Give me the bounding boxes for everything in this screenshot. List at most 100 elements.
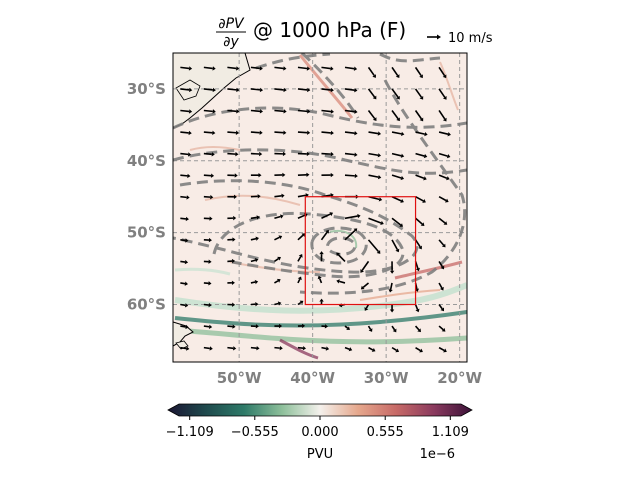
wind-arrow-shaft xyxy=(368,174,379,178)
wind-arrow-shaft xyxy=(344,174,355,177)
wind-arrow-shaft xyxy=(203,88,213,91)
wind-arrow-shaft xyxy=(438,131,449,135)
wind-arrow-shaft xyxy=(321,213,331,220)
wind-arrow-head xyxy=(301,323,306,329)
y-tick-labels: 30°S 40°S 50°S 60°S xyxy=(127,80,166,314)
wind-arrow-shaft xyxy=(273,258,279,263)
wind-arrow-head xyxy=(232,324,236,329)
wind-arrow-shaft xyxy=(250,66,260,70)
wind-arrow-shaft xyxy=(180,88,190,91)
wind-arrow-head xyxy=(276,278,281,283)
wind-arrow-head xyxy=(283,109,287,114)
colorbar-tick-label: 0.000 xyxy=(301,425,338,440)
wind-arrow-shaft xyxy=(321,152,331,155)
wind-arrow-head xyxy=(442,117,447,122)
wind-arrow-head xyxy=(377,131,382,136)
contour-line xyxy=(379,53,441,63)
wind-arrow-shaft xyxy=(391,110,399,120)
wind-arrow-head xyxy=(330,87,334,93)
wind-arrow-shaft xyxy=(368,346,374,351)
wind-arrow-shaft xyxy=(344,229,356,241)
field-streak xyxy=(174,267,231,276)
wind-arrow-head xyxy=(208,281,212,286)
wind-arrow-head xyxy=(371,347,376,352)
wind-arrow-head xyxy=(254,258,259,263)
wind-arrow-shaft xyxy=(391,217,402,226)
wind-arrow-head xyxy=(419,74,423,79)
wind-arrow-shaft xyxy=(203,346,210,350)
wind-arrow-head xyxy=(209,216,213,221)
wind-arrow-shaft xyxy=(415,152,425,157)
field-streak xyxy=(174,310,467,328)
wind-arrow-head xyxy=(208,237,212,243)
wind-arrow-head xyxy=(185,216,189,222)
wind-arrow-shaft xyxy=(438,217,446,224)
wind-arrow-head xyxy=(419,348,423,353)
field-streak xyxy=(359,289,441,301)
y-tick-label: 30°S xyxy=(127,80,166,98)
wind-arrow-head xyxy=(330,172,334,178)
wind-arrow-shaft xyxy=(180,239,186,242)
wind-arrow-head xyxy=(277,256,281,261)
wind-arrow-head xyxy=(254,279,259,285)
wind-arrow-head xyxy=(422,198,426,203)
wind-arrow-head xyxy=(235,151,239,157)
wind-arrow-shaft xyxy=(297,278,301,284)
wind-arrow-head xyxy=(189,87,193,93)
wind-arrow-shaft xyxy=(297,346,304,350)
wind-arrow-head xyxy=(360,285,365,290)
wind-arrow-shaft xyxy=(367,66,375,76)
wind-arrow-shaft xyxy=(438,174,448,179)
wind-arrow-head xyxy=(377,174,382,180)
wind-arrow-shaft xyxy=(415,196,424,202)
wind-arrow-head xyxy=(389,309,395,313)
highlight-box xyxy=(304,196,417,306)
wind-arrow-shaft xyxy=(321,131,331,134)
wind-arrow-shaft xyxy=(414,110,423,120)
wind-arrow-head xyxy=(283,130,287,135)
wind-arrow-shaft xyxy=(438,260,444,268)
wind-arrow-head xyxy=(330,151,334,157)
wind-arrow-head xyxy=(415,308,420,313)
wind-arrow-shaft xyxy=(250,88,261,91)
y-tick-label: 50°S xyxy=(127,224,166,242)
field-streak xyxy=(189,146,241,151)
wind-arrow-shaft xyxy=(321,109,332,113)
wind-arrow-shaft xyxy=(344,88,355,91)
wind-arrow-shaft xyxy=(414,66,422,77)
wind-arrow-head xyxy=(441,243,446,248)
contour-line xyxy=(299,79,467,295)
wind-arrow-shaft xyxy=(250,216,257,220)
wind-arrow-shaft xyxy=(391,66,399,76)
wind-arrow-shaft xyxy=(339,280,346,284)
wind-arrow-shaft xyxy=(274,215,281,220)
contour-line xyxy=(212,211,405,279)
wind-arrow-shaft xyxy=(274,236,280,241)
quiver-key: 10 m/s xyxy=(427,31,493,46)
wind-arrow-shaft xyxy=(438,239,445,246)
y-tick-label: 60°S xyxy=(127,296,166,314)
title-text: @ 1000 hPa (F) xyxy=(253,18,406,42)
wind-arrow-shaft xyxy=(203,131,213,134)
wind-arrow-head xyxy=(419,95,424,100)
wind-arrow-shaft xyxy=(414,304,419,310)
wind-arrow-head xyxy=(417,328,421,333)
field-streak xyxy=(394,260,463,280)
wind-arrow-shaft xyxy=(227,131,237,134)
colorbar-body xyxy=(167,403,473,417)
wind-arrow-shaft xyxy=(438,346,445,352)
wind-arrow-shaft xyxy=(415,174,425,180)
wind-arrow-head xyxy=(357,213,361,219)
wind-arrow-head xyxy=(423,153,428,159)
contour-line xyxy=(326,236,357,256)
wind-arrow-head xyxy=(354,109,358,114)
wind-arrow-head xyxy=(418,245,422,250)
x-tick-label: 20°W xyxy=(437,369,482,387)
wind-arrow-head xyxy=(187,152,192,157)
wind-arrow-head xyxy=(307,87,311,93)
wind-arrow-head xyxy=(319,298,324,302)
wind-arrow-shaft xyxy=(368,131,379,135)
wind-arrow-shaft xyxy=(250,346,257,350)
wind-arrow-shaft xyxy=(297,88,308,91)
wind-arrow-head xyxy=(423,176,427,181)
